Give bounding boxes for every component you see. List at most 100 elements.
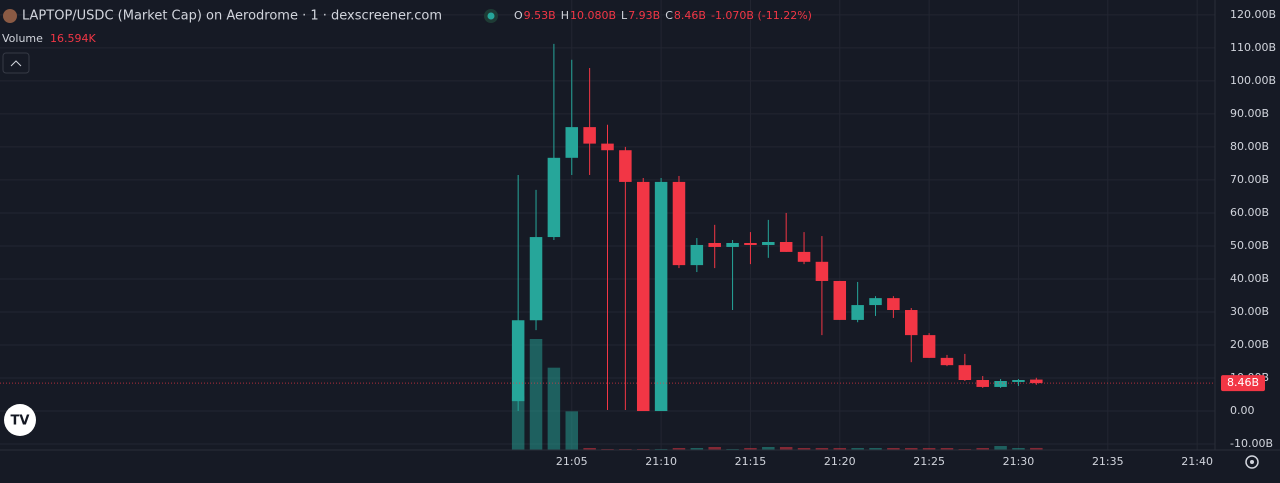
y-tick-label: 50.00B <box>1230 239 1269 252</box>
candle-body <box>565 127 579 158</box>
volume-label: Volume <box>2 32 43 45</box>
volume-bar <box>1030 447 1043 450</box>
settings-icon[interactable] <box>1245 455 1259 469</box>
candle-body <box>994 380 1007 387</box>
candle-body <box>547 157 561 238</box>
volume-bar <box>565 411 579 450</box>
volume-bar <box>1012 448 1025 450</box>
candle-body <box>940 357 954 366</box>
candle-body <box>654 181 668 412</box>
volume-bar <box>547 367 561 450</box>
candle-body <box>744 242 757 245</box>
candle-body <box>636 181 650 412</box>
x-tick-label: 21:20 <box>824 455 856 468</box>
y-tick-label: 90.00B <box>1230 107 1269 120</box>
ohlc-value: L <box>621 9 628 22</box>
ohlc-value: 9.53B <box>524 9 556 22</box>
tv-logo-text: TV <box>11 414 30 429</box>
chart-title: LAPTOP/USDC (Market Cap) on Aerodrome · … <box>22 9 442 24</box>
volume-bar <box>869 448 882 450</box>
ohlc-value: 10.080B <box>570 9 616 22</box>
y-tick-label: -10.00B <box>1230 437 1273 450</box>
candle-body <box>887 298 900 311</box>
ohlc-value: 7.93B <box>628 9 660 22</box>
volume-bar <box>904 448 918 450</box>
tv-logo[interactable] <box>4 404 36 436</box>
y-tick-label: 40.00B <box>1230 272 1269 285</box>
y-tick-label: 30.00B <box>1230 305 1269 318</box>
candle-body <box>1012 380 1025 382</box>
x-tick-label: 21:30 <box>1003 455 1035 468</box>
status-dot <box>487 12 495 20</box>
candle-body <box>815 261 829 281</box>
x-tick-label: 21:35 <box>1092 455 1124 468</box>
candle-body <box>601 143 614 151</box>
candle-body <box>779 242 793 252</box>
y-tick-label: 100.00B <box>1230 74 1276 87</box>
candle-body <box>958 365 972 381</box>
volume-bar <box>744 448 757 450</box>
y-tick-label: 70.00B <box>1230 173 1269 186</box>
y-tick-label: 0.00 <box>1230 404 1255 417</box>
volume-bar <box>511 396 525 450</box>
y-tick-label: 80.00B <box>1230 140 1269 153</box>
candle-body <box>797 251 811 262</box>
x-tick-label: 21:25 <box>913 455 945 468</box>
last-price-label: 8.46B <box>1227 376 1259 389</box>
candle-body <box>762 242 775 245</box>
collapse-icon <box>10 60 22 67</box>
candle-body <box>672 181 686 266</box>
candle-body <box>1030 379 1043 384</box>
candle-body <box>922 335 936 358</box>
volume-bar <box>815 448 829 450</box>
x-tick-label: 21:10 <box>645 455 677 468</box>
x-tick-label: 21:15 <box>735 455 767 468</box>
ohlc-value: H <box>561 9 569 22</box>
plot <box>0 43 1215 450</box>
candle-body <box>708 242 721 247</box>
candle-body <box>851 305 864 320</box>
token-icon <box>3 9 17 23</box>
candle-body <box>511 320 525 402</box>
ohlc-value: C <box>665 9 673 22</box>
x-tick-label: 21:40 <box>1181 455 1213 468</box>
volume-value: 16.594K <box>50 32 96 45</box>
y-tick-label: 110.00B <box>1230 41 1276 54</box>
ohlc-value: O <box>514 9 523 22</box>
y-tick-label: 20.00B <box>1230 338 1269 351</box>
y-tick-label: 60.00B <box>1230 206 1269 219</box>
ohlc-value: 8.46B <box>674 9 706 22</box>
volume-bar <box>583 448 596 450</box>
y-tick-label: 120.00B <box>1230 8 1276 21</box>
ohlc-legend: O 9.53B H 10.080B L 7.93B C 8.46B -1.070B (-11.2… <box>514 9 812 22</box>
volume-bar <box>976 448 989 450</box>
volume-bar <box>708 447 721 450</box>
candle-body <box>833 280 847 320</box>
volume-bar <box>529 339 543 450</box>
candle-body <box>904 310 918 336</box>
volume-bar <box>887 448 900 450</box>
volume-bar <box>797 448 811 450</box>
settings-icon <box>1250 460 1254 464</box>
volume-bar <box>779 447 793 450</box>
candle-body <box>726 242 739 247</box>
volume-bar <box>851 448 864 450</box>
volume-bar <box>994 446 1007 450</box>
candle-body <box>690 244 704 266</box>
candle-body <box>529 237 543 321</box>
candle-body <box>869 298 882 306</box>
candle-body <box>976 380 989 387</box>
candle-body <box>583 127 596 144</box>
volume-bar <box>833 448 847 450</box>
ohlc-value: -1.070B (-11.22%) <box>711 9 812 22</box>
volume-bar <box>940 448 954 450</box>
last-price-box <box>1221 375 1265 392</box>
volume-bar <box>672 448 686 450</box>
volume-bar <box>922 448 936 450</box>
collapse-button[interactable] <box>2 52 30 74</box>
volume-bar <box>762 447 775 450</box>
volume-bar <box>690 448 704 450</box>
candle-body <box>619 150 632 182</box>
